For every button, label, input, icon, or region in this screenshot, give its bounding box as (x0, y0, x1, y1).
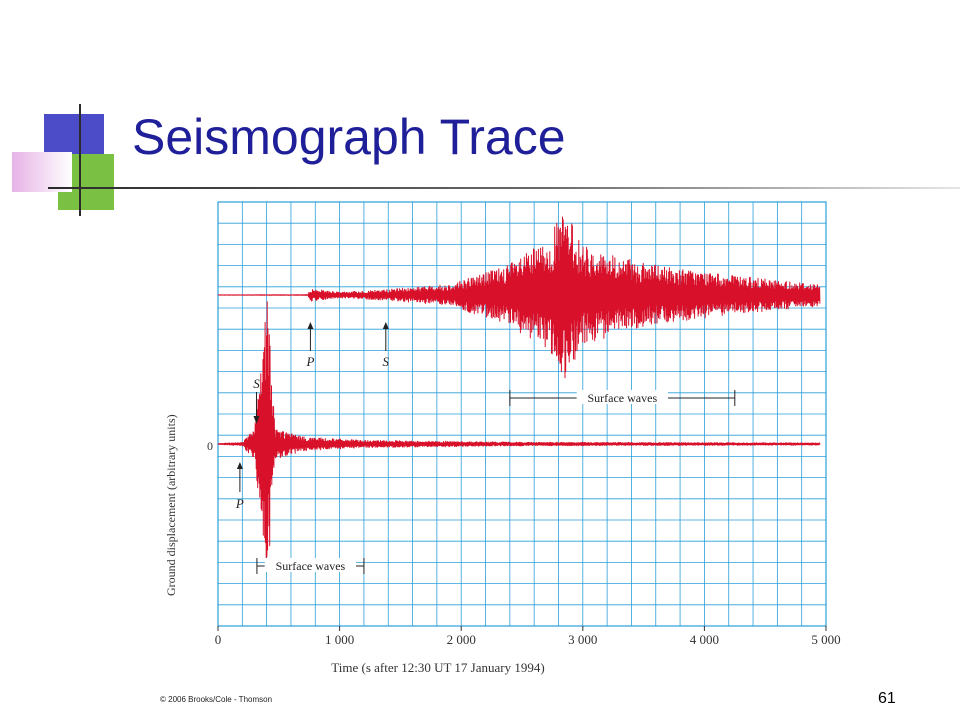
trace-lower (217, 301, 821, 559)
trace-upper (217, 216, 821, 379)
x-axis-label: Time (s after 12:30 UT 17 January 1994) (331, 660, 544, 675)
traces (217, 216, 821, 559)
bracket-upper-surface-waves-label-bg (576, 390, 668, 404)
marker-lower-s-label: S (253, 376, 260, 391)
y-tick-label-0: 0 (207, 439, 213, 453)
x-tick-label: 2 000 (447, 632, 476, 647)
y-axis-label: Ground displacement (arbitrary units) (164, 414, 178, 596)
annotations: P S P S Surface waves Surface waves (235, 322, 736, 574)
marker-upper-s-head (382, 322, 389, 329)
bracket-upper-surface-waves-label: Surface waves (587, 391, 657, 405)
marker-upper-s-label: S (383, 354, 390, 369)
marker-lower-p-label: P (235, 496, 244, 511)
copyright-notice: © 2006 Brooks/Cole - Thomson (160, 695, 273, 704)
bracket-lower-surface-waves-label-bg (264, 558, 357, 572)
marker-lower-s-head (253, 416, 260, 424)
marker-upper-p-label: P (305, 354, 314, 369)
x-tick-label: 5 000 (811, 632, 840, 647)
x-tick-label: 0 (215, 632, 222, 647)
title-underline (48, 187, 960, 189)
x-tick-label: 1 000 (325, 632, 354, 647)
slide-title: Seismograph Trace (132, 109, 566, 165)
grid (217, 201, 827, 627)
seismograph-chart: P S P S Surface waves Surface waves 0 1 000 2 0… (164, 201, 841, 675)
marker-upper-p-head (307, 322, 314, 329)
x-axis: 0 1 000 2 000 3 000 4 000 5 000 (215, 626, 841, 647)
deco-vertical-line (79, 104, 81, 216)
marker-lower-p-head (236, 462, 243, 469)
bracket-lower-surface-waves-label: Surface waves (276, 559, 346, 573)
x-tick-label: 3 000 (568, 632, 597, 647)
x-tick-label: 4 000 (690, 632, 719, 647)
deco-square-pink (12, 152, 72, 192)
slide-number: 61 (878, 690, 896, 707)
